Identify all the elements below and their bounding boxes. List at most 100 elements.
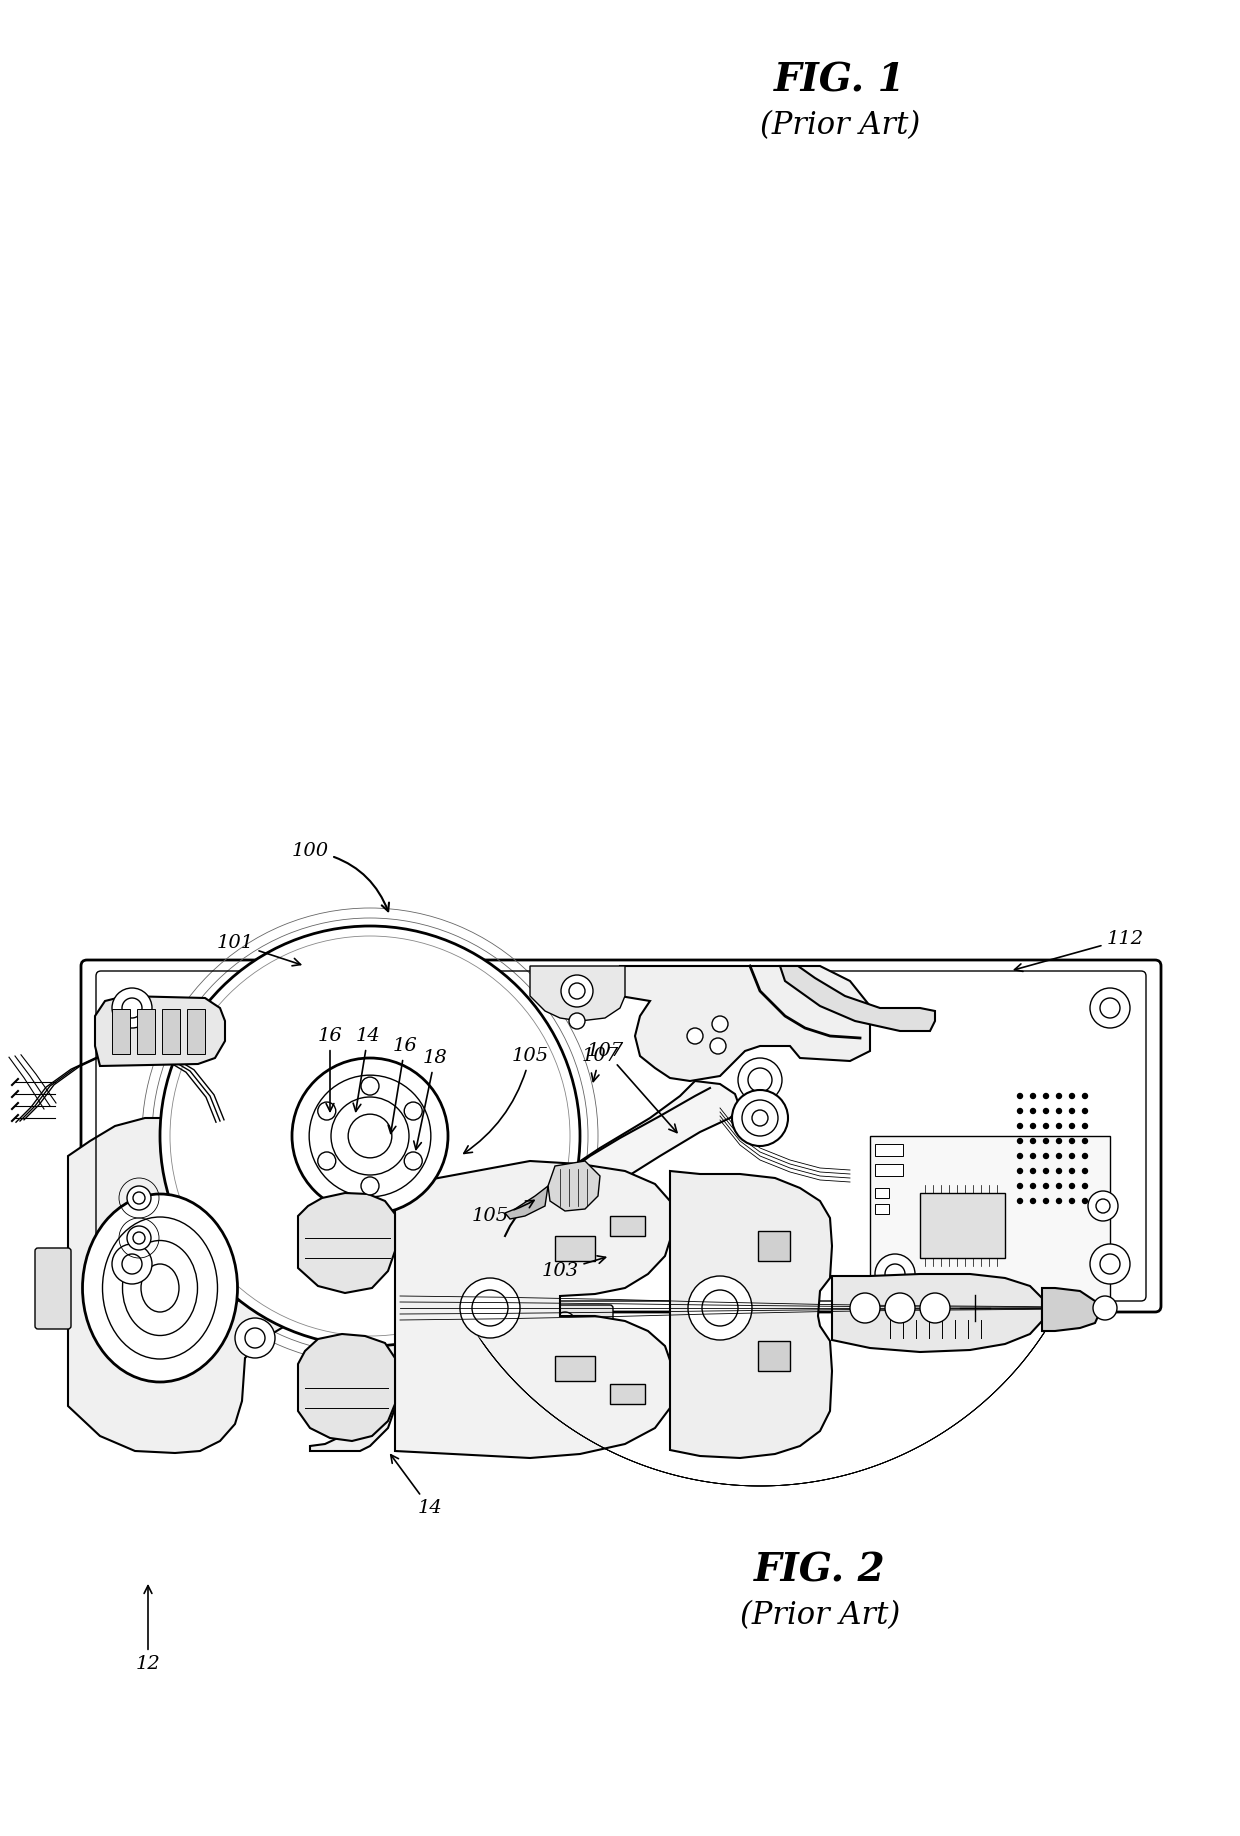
Circle shape (920, 1293, 950, 1324)
Circle shape (1044, 1109, 1049, 1113)
Circle shape (1018, 1138, 1023, 1144)
Bar (758, 1230, 790, 1261)
Text: 14: 14 (391, 1454, 443, 1517)
Bar (758, 1340, 790, 1371)
Circle shape (885, 1293, 915, 1324)
Text: 18: 18 (414, 1048, 448, 1149)
Circle shape (1030, 1138, 1035, 1144)
Circle shape (317, 1151, 336, 1170)
Circle shape (1083, 1138, 1087, 1144)
Circle shape (1090, 988, 1130, 1028)
Polygon shape (298, 1193, 396, 1293)
Text: 112: 112 (1014, 931, 1143, 971)
Circle shape (1083, 1184, 1087, 1188)
Polygon shape (505, 1186, 548, 1219)
Polygon shape (529, 966, 625, 1021)
Ellipse shape (123, 1241, 197, 1335)
Circle shape (317, 1102, 336, 1120)
Circle shape (160, 925, 580, 1346)
Bar (610, 1215, 645, 1236)
Text: 14: 14 (353, 1026, 381, 1111)
Circle shape (1044, 1094, 1049, 1098)
Circle shape (1056, 1153, 1061, 1159)
Ellipse shape (141, 1263, 179, 1313)
Circle shape (460, 1278, 520, 1338)
FancyBboxPatch shape (81, 960, 1161, 1313)
Circle shape (1056, 1168, 1061, 1173)
Circle shape (1030, 1199, 1035, 1204)
Text: 16: 16 (317, 1026, 342, 1111)
Circle shape (1092, 1296, 1117, 1320)
FancyBboxPatch shape (878, 1304, 962, 1333)
Circle shape (569, 982, 585, 999)
Circle shape (236, 1318, 275, 1359)
Text: 16: 16 (388, 1037, 418, 1133)
Circle shape (1069, 1138, 1075, 1144)
Bar (610, 1384, 645, 1405)
Circle shape (133, 1232, 145, 1245)
Ellipse shape (103, 1217, 217, 1359)
Text: 105: 105 (471, 1201, 534, 1225)
Polygon shape (1042, 1289, 1100, 1331)
Text: (Prior Art): (Prior Art) (760, 110, 920, 141)
Circle shape (133, 1192, 145, 1204)
Circle shape (1056, 1094, 1061, 1098)
Circle shape (748, 1069, 773, 1092)
Circle shape (1018, 1184, 1023, 1188)
Text: 103: 103 (542, 1256, 605, 1280)
Circle shape (1018, 1199, 1023, 1204)
Circle shape (361, 1177, 379, 1195)
Circle shape (556, 1313, 575, 1331)
Text: 101: 101 (217, 935, 300, 966)
Circle shape (1030, 1094, 1035, 1098)
Circle shape (122, 999, 143, 1017)
Circle shape (1044, 1138, 1049, 1144)
Circle shape (309, 1076, 430, 1197)
Circle shape (1030, 1109, 1035, 1113)
Circle shape (1083, 1199, 1087, 1204)
Bar (875, 1188, 889, 1199)
Circle shape (711, 1037, 725, 1054)
Text: FIG. 2: FIG. 2 (754, 1551, 885, 1590)
Circle shape (291, 1058, 448, 1214)
Circle shape (404, 1151, 423, 1170)
Circle shape (348, 1114, 392, 1159)
Circle shape (1100, 999, 1120, 1017)
Circle shape (1056, 1199, 1061, 1204)
Circle shape (569, 1013, 585, 1028)
Circle shape (560, 975, 593, 1006)
Circle shape (687, 1028, 703, 1045)
Circle shape (875, 1254, 915, 1294)
Circle shape (1018, 1109, 1023, 1113)
Bar (875, 1144, 903, 1157)
Circle shape (1069, 1168, 1075, 1173)
Circle shape (1044, 1153, 1049, 1159)
Polygon shape (298, 1335, 396, 1441)
Bar (875, 1164, 903, 1177)
Circle shape (1069, 1109, 1075, 1113)
Polygon shape (95, 995, 224, 1067)
Polygon shape (534, 1081, 740, 1230)
Circle shape (1069, 1094, 1075, 1098)
Circle shape (1030, 1184, 1035, 1188)
Circle shape (1056, 1184, 1061, 1188)
Circle shape (1083, 1153, 1087, 1159)
Circle shape (1083, 1168, 1087, 1173)
Polygon shape (620, 966, 870, 1081)
Circle shape (1090, 1245, 1130, 1283)
Bar (870, 1136, 1110, 1302)
Circle shape (1044, 1124, 1049, 1129)
Text: 107: 107 (587, 1043, 677, 1133)
Circle shape (1096, 1199, 1110, 1214)
Bar (920, 1193, 1004, 1258)
Circle shape (404, 1102, 423, 1120)
Bar (136, 1010, 155, 1054)
Circle shape (1044, 1184, 1049, 1188)
Circle shape (1083, 1109, 1087, 1113)
Circle shape (126, 1226, 151, 1250)
Text: (Prior Art): (Prior Art) (740, 1601, 900, 1632)
Circle shape (1030, 1153, 1035, 1159)
Circle shape (122, 1254, 143, 1274)
Circle shape (849, 1293, 880, 1324)
Circle shape (751, 1111, 768, 1125)
